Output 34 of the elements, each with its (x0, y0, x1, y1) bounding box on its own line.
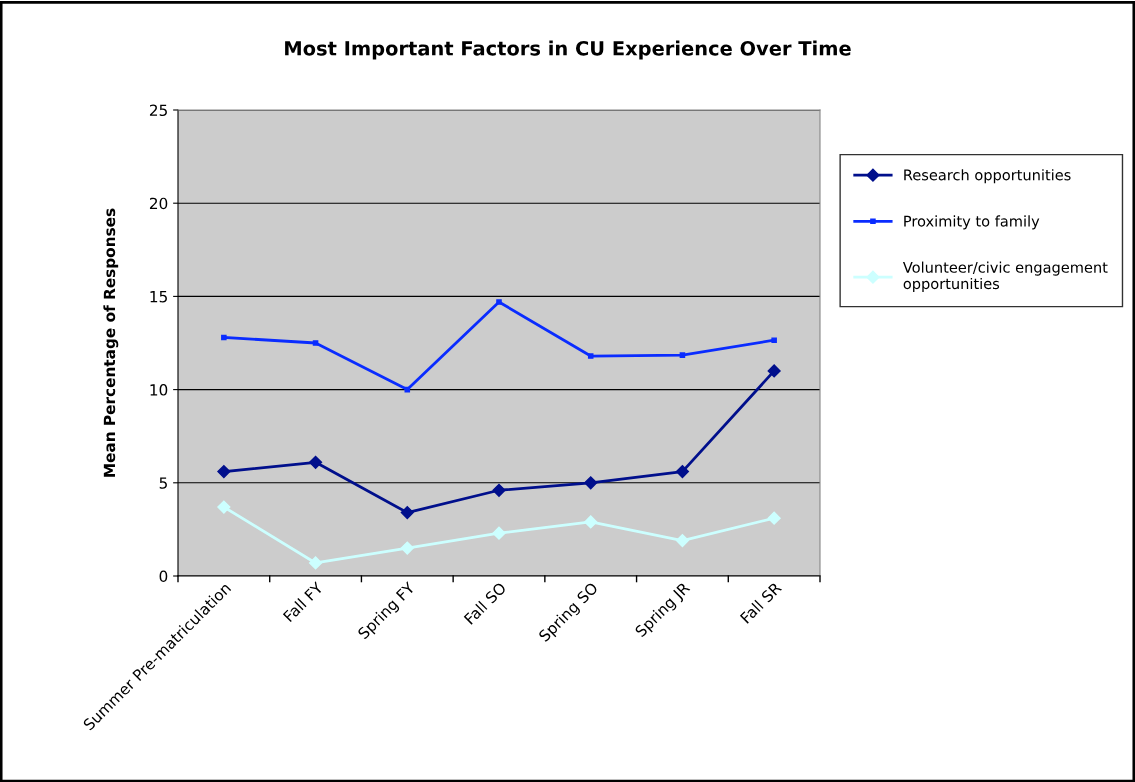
point (308, 556, 323, 570)
point (400, 506, 414, 520)
point (312, 340, 319, 346)
chart-title: Most Important Factors in CU Experience Over Time (285, 40, 851, 60)
x-tick-label: Fall SR (739, 581, 783, 624)
y-tick-label: 10 (150, 384, 168, 396)
legend-label: Proximity to family (904, 215, 1040, 230)
legend-label: Research opportunities (904, 169, 1071, 184)
point (496, 299, 502, 305)
point (584, 515, 598, 529)
y-tick-label: 25 (149, 104, 167, 117)
point (767, 511, 781, 525)
y-tick-label: 5 (159, 477, 167, 489)
point (675, 465, 690, 479)
x-tick-label: Fall FY (282, 580, 324, 623)
point (217, 465, 231, 479)
y-axis-title: Mean Percentage of Responses (103, 208, 119, 477)
point (767, 364, 781, 378)
point (221, 334, 227, 341)
point (584, 476, 598, 490)
point (308, 455, 323, 469)
x-tick-label: Fall SO (463, 581, 507, 625)
point (679, 352, 686, 358)
y-tick-label: 15 (150, 291, 167, 303)
legend-label: Volunteer/civic engagement opportunities (902, 261, 1108, 292)
point (675, 533, 690, 548)
y-tick-label: 0 (159, 570, 168, 583)
point (492, 483, 506, 497)
point (217, 500, 231, 514)
point (587, 353, 594, 359)
point (492, 526, 506, 540)
y-tick-label: 20 (149, 197, 168, 210)
point (771, 337, 777, 343)
point (400, 541, 414, 555)
